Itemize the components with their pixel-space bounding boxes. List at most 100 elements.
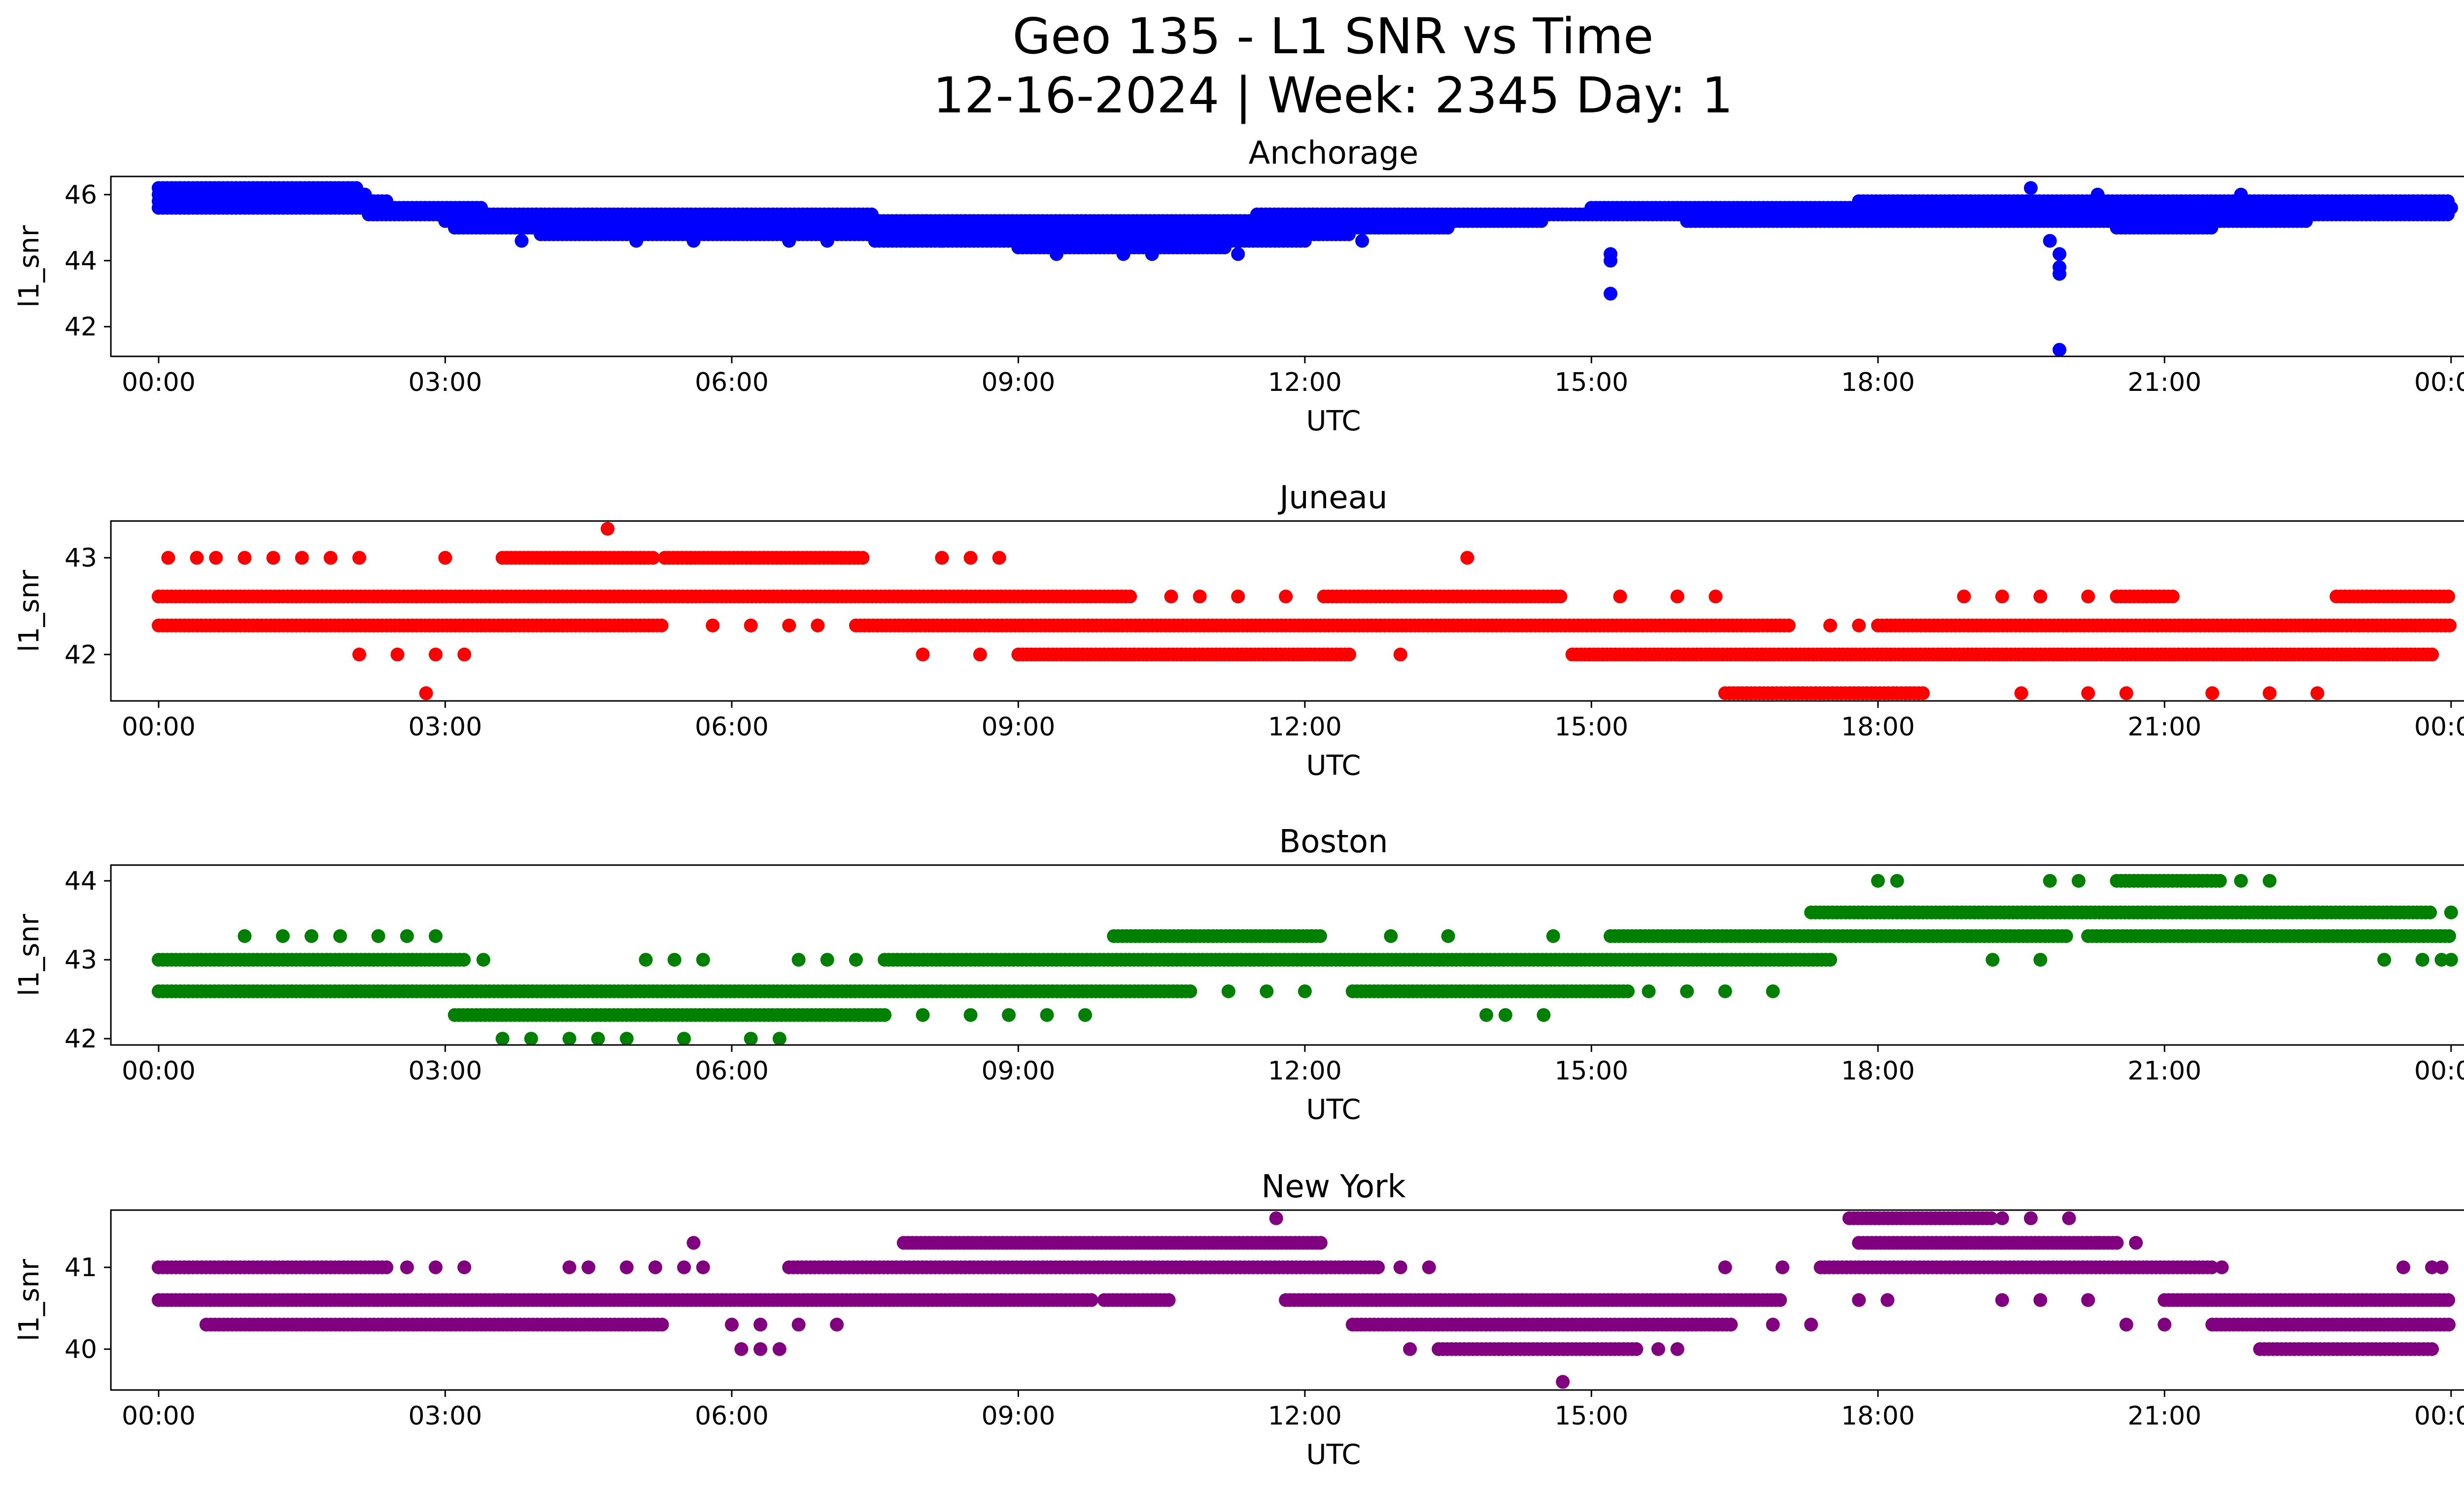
data-point — [2043, 874, 2057, 888]
data-point — [639, 953, 653, 967]
data-point — [1049, 247, 1063, 261]
plot-frame-boston — [110, 864, 2464, 1046]
data-point — [1355, 234, 1369, 248]
scatter-series-boston — [151, 874, 2458, 1045]
x-tick-label: 15:00 — [1554, 368, 1628, 397]
data-point — [1231, 247, 1245, 261]
data-point — [2434, 953, 2449, 967]
data-point — [562, 1032, 577, 1045]
data-point — [1670, 590, 1684, 604]
data-point — [410, 590, 424, 604]
data-point — [2423, 905, 2437, 920]
data-point — [1604, 286, 1618, 301]
data-point — [1621, 984, 1635, 999]
data-point — [2444, 905, 2458, 920]
data-point — [1604, 253, 1618, 268]
data-point — [390, 647, 405, 661]
data-point — [600, 522, 615, 536]
data-point — [1279, 590, 1293, 604]
data-point — [2053, 343, 2067, 356]
data-point — [2165, 590, 2180, 604]
data-point — [1145, 247, 1159, 261]
data-point — [1479, 1008, 1494, 1022]
data-point — [495, 1032, 510, 1045]
x-axis-label: UTC — [1306, 1094, 1361, 1126]
x-tick-label: 03:00 — [408, 1056, 482, 1086]
data-point — [1260, 984, 1274, 999]
y-tick-label: 46 — [65, 180, 97, 210]
data-point — [2033, 953, 2048, 967]
x-tick-label: 00:00 — [122, 368, 196, 397]
data-point — [295, 551, 309, 565]
data-point — [476, 953, 490, 967]
x-tick-label: 00:00 — [2414, 368, 2464, 397]
data-point — [1613, 590, 1627, 604]
data-point — [1298, 984, 1312, 999]
data-point — [791, 953, 806, 967]
data-point — [1642, 984, 1656, 999]
x-tick-label: 00:00 — [2414, 712, 2464, 742]
subplot-title-new-york: New York — [1261, 1169, 1405, 1205]
data-point — [1078, 1008, 1092, 1022]
data-point — [935, 234, 949, 248]
data-point — [238, 929, 252, 943]
data-point — [1498, 1008, 1512, 1022]
data-point — [2090, 187, 2105, 202]
data-point — [1123, 590, 1137, 604]
data-point — [2442, 929, 2456, 943]
data-point — [1002, 1008, 1016, 1022]
data-point — [820, 234, 834, 248]
data-point — [2023, 181, 2038, 195]
data-point — [772, 1032, 787, 1045]
data-point — [629, 234, 644, 248]
data-point — [1534, 214, 1548, 228]
x-tick-label: 18:00 — [1841, 368, 1915, 397]
x-tick-label: 15:00 — [1554, 1056, 1628, 1086]
scatter-series-juneau — [151, 522, 2457, 700]
data-point — [935, 551, 949, 565]
data-point — [429, 647, 443, 661]
data-point — [1537, 1008, 1551, 1022]
data-point — [379, 1260, 394, 1275]
x-tick-label: 12:00 — [1268, 1056, 1342, 1086]
data-point — [1985, 953, 2000, 967]
data-point — [2205, 686, 2220, 700]
data-point — [352, 551, 366, 565]
x-tick-label: 06:00 — [695, 712, 769, 742]
data-point — [1680, 984, 1694, 999]
subplot-title-juneau: Juneau — [1277, 480, 1387, 516]
scatter-series-anchorage — [151, 181, 2458, 356]
data-point — [744, 618, 758, 632]
data-point — [2053, 267, 2067, 281]
data-point — [973, 647, 987, 661]
data-point — [2234, 187, 2248, 202]
figure-title-line1: Geo 135 - L1 SNR vs Time — [1013, 7, 1654, 65]
data-point — [591, 1032, 605, 1045]
data-point — [438, 551, 452, 565]
data-point — [1823, 953, 1837, 967]
data-point — [2081, 686, 2095, 700]
data-point — [524, 1032, 538, 1045]
data-point — [1440, 220, 1455, 235]
data-point — [2262, 686, 2277, 700]
y-tick-label: 43 — [65, 544, 97, 573]
data-point — [856, 551, 870, 565]
data-point — [1193, 590, 1207, 604]
data-point — [2442, 618, 2457, 632]
data-point — [2081, 590, 2095, 604]
y-tick-label: 44 — [65, 246, 97, 276]
x-tick-label: 21:00 — [2127, 1056, 2201, 1086]
data-point — [1823, 618, 1837, 632]
y-tick-label: 43 — [65, 945, 97, 975]
data-point — [1890, 874, 1904, 888]
data-point — [352, 647, 366, 661]
x-tick-label: 09:00 — [981, 1056, 1055, 1086]
data-point — [782, 618, 796, 632]
data-point — [782, 234, 796, 248]
data-point — [275, 929, 290, 943]
data-point — [1342, 227, 1356, 242]
